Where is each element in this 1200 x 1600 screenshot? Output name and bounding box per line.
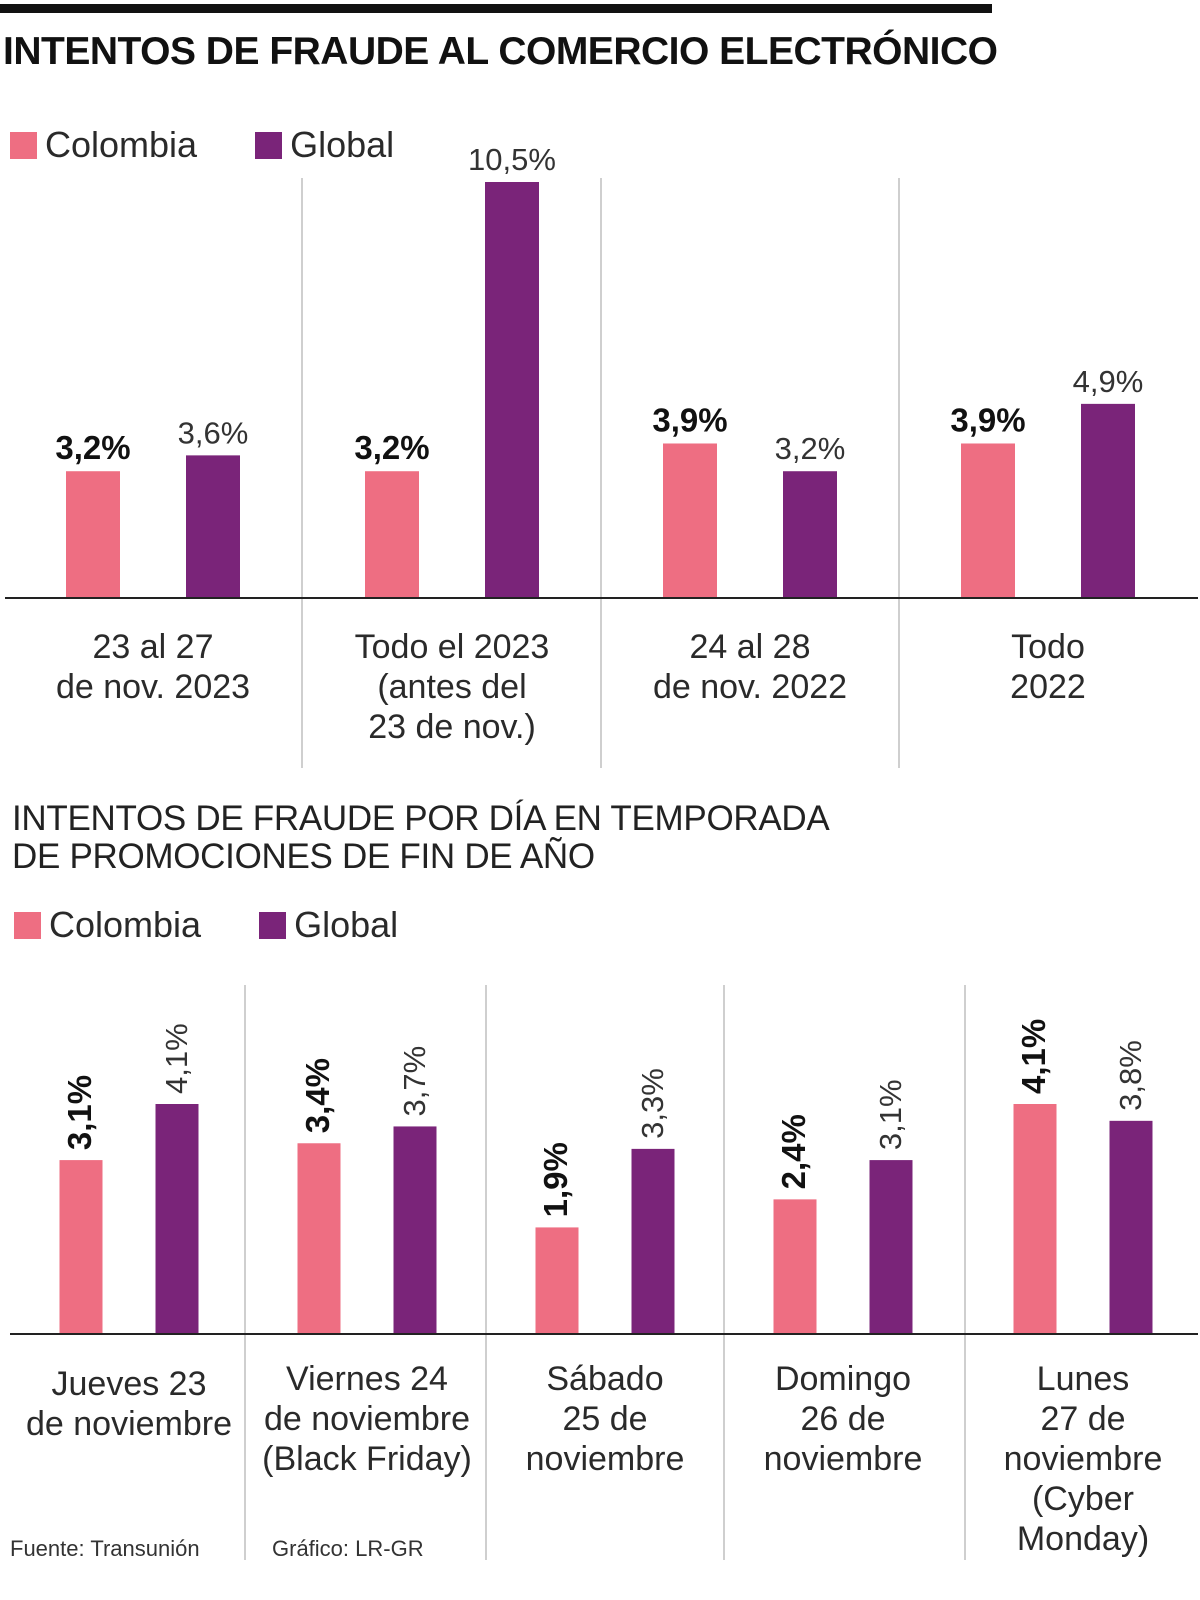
category-label: Todo [1011,628,1085,666]
bar-global [631,1148,675,1334]
category-label: Lunes [1037,1360,1130,1398]
bar-global [485,182,539,598]
bar-colombia [773,1199,817,1334]
bar-colombia [59,1160,103,1334]
category-label: 2022 [1010,668,1086,706]
value-label-colombia: 4,1% [1015,1019,1052,1094]
value-label-colombia: 1,9% [537,1142,574,1217]
category-label: Todo el 2023 [355,628,550,666]
category-label: noviembre [764,1440,923,1478]
bar-global [783,471,837,598]
bar-global [186,455,240,598]
legend-swatch-global [259,911,287,939]
bar-colombia [66,471,120,598]
category-label: Domingo [775,1360,911,1398]
value-label-colombia: 2,4% [775,1114,812,1189]
bar-colombia [663,443,717,598]
category-label: 23 de nov.) [368,708,536,746]
bar-global [1109,1120,1153,1334]
value-label-global: 3,7% [397,1046,432,1117]
legend-swatch-global [255,131,283,159]
value-label-colombia: 3,2% [55,429,130,466]
category-label: 24 al 28 [690,628,811,666]
value-label-colombia: 3,2% [354,429,429,466]
category-label: 27 de [1040,1400,1125,1438]
value-label-global: 3,6% [178,415,249,450]
category-label: Viernes 24 [286,1360,448,1398]
category-label: noviembre [1004,1440,1163,1478]
top-rule [0,4,992,13]
legend-label-global: Global [294,904,399,945]
value-label-colombia: 3,1% [61,1075,98,1150]
category-label: 25 de [562,1400,647,1438]
category-label: de noviembre [264,1400,470,1438]
category-label: 23 al 27 [93,628,214,666]
legend-swatch-colombia [14,911,41,939]
legend-item-global: Global [255,124,394,166]
category-label: de noviembre [26,1405,232,1443]
value-label-global: 10,5% [468,142,556,177]
legend-label-global: Global [290,124,395,165]
category-label: (Cyber [1032,1480,1134,1518]
footer-source: Fuente: Transunión [10,1536,200,1561]
bar-colombia [1013,1104,1057,1334]
value-label-global: 4,9% [1073,364,1144,399]
bar-global [869,1160,913,1334]
category-label: Jueves 23 [52,1365,207,1403]
category-label: (Black Friday) [262,1440,472,1478]
bar-global [155,1104,199,1334]
category-label: Monday) [1017,1520,1149,1558]
value-label-colombia: 3,9% [950,401,1025,438]
legend-item-global: Global [259,904,398,946]
bar-colombia [297,1143,341,1334]
value-label-global: 4,1% [159,1023,194,1094]
value-label-global: 3,1% [873,1079,908,1150]
legend-item-colombia: Colombia [14,904,201,946]
bar-global [1081,403,1135,598]
bar-global [393,1126,437,1334]
legend-item-colombia: Colombia [10,124,197,166]
category-label: 26 de [800,1400,885,1438]
legend-chart-2: Colombia Global [14,904,456,946]
category-label: (antes del [377,668,526,706]
value-label-colombia: 3,9% [652,401,727,438]
chart-2-title: INTENTOS DE FRAUDE POR DÍA EN TEMPORADA … [12,799,830,876]
value-label-colombia: 3,4% [299,1058,336,1133]
bar-colombia [535,1227,579,1334]
main-title: INTENTOS DE FRAUDE AL COMERCIO ELECTRÓNI… [3,30,998,73]
category-label: Sábado [546,1360,663,1398]
legend-swatch-colombia [10,131,37,159]
category-label: de nov. 2022 [653,668,847,706]
category-label: de nov. 2023 [56,668,250,706]
legend-chart-1: Colombia Global [10,124,452,166]
category-label: noviembre [526,1440,685,1478]
legend-label-colombia: Colombia [49,904,202,945]
value-label-global: 3,8% [1113,1040,1148,1111]
footer-credit: Gráfico: LR-GR [272,1536,424,1561]
value-label-global: 3,3% [635,1068,670,1139]
bar-colombia [365,471,419,598]
bar-colombia [961,443,1015,598]
value-label-global: 3,2% [775,431,846,466]
legend-label-colombia: Colombia [45,124,198,165]
